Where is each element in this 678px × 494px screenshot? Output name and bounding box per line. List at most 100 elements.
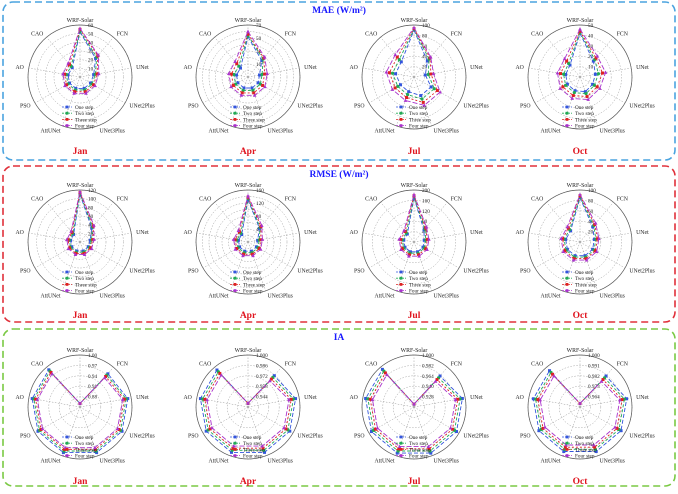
legend-entry: Two step [75,441,94,447]
spoke [579,241,626,269]
legend-marker [565,283,569,286]
legend-entry: One step [575,270,594,276]
spoke [362,232,415,243]
data-point [421,100,425,104]
axis-label: AttUNet [375,129,395,135]
tick-label: 200 [422,188,430,194]
data-point [233,59,237,63]
data-point [593,249,597,253]
legend-entry: Four step [409,454,429,460]
data-point [407,253,411,257]
tick-label: 120 [88,188,96,194]
legend-entry: Three step [75,117,97,123]
data-point [393,52,398,57]
series-line-two-step [563,31,599,95]
data-point [395,55,399,59]
series-line-three-step [400,194,428,256]
data-point [412,402,416,406]
data-point [419,94,423,98]
grid-ring [548,45,612,109]
data-point [258,247,263,251]
grid-ring [48,375,112,439]
legend-marker [65,283,69,286]
axis-label: WRF-Solar [235,18,262,24]
legend-entry: Three step [575,117,597,123]
axis-label: UNet [470,230,483,236]
axis-label: UNet [470,65,483,71]
axis-label: FCN [451,196,463,202]
data-point [78,26,82,30]
data-point [210,425,214,430]
data-point [625,397,629,401]
data-point [551,372,555,376]
data-point [226,71,231,76]
data-point [548,369,552,373]
series-line-four-step [557,28,607,100]
data-point [73,252,78,257]
data-point [246,29,250,33]
data-point [598,86,602,90]
data-point [259,238,263,242]
data-point [252,93,257,97]
data-point [368,397,372,401]
tick-label: 1.000 [422,353,434,359]
data-point [30,397,34,401]
data-point [427,237,431,241]
legend-marker [565,118,569,121]
data-point [257,247,261,250]
tick-label: 10 [88,66,94,72]
axis-label: AttUNet [41,294,61,300]
grid-ring [45,207,115,277]
tick-label: 50 [256,36,262,42]
data-point [593,445,597,449]
axis-label: UNet2Plus [629,104,655,110]
axis-label: UNet [136,395,149,401]
data-point [218,371,222,375]
axis-label: AttUNet [209,294,229,300]
series-line-three-step [64,28,99,93]
spoke [202,76,249,104]
grid-ring [221,50,275,104]
spoke [229,76,249,126]
axis-label: UNet2Plus [629,269,655,275]
grid-ring [382,375,446,439]
data-point [433,379,438,383]
axis-label: WRF-Solar [235,183,262,189]
data-point [70,66,74,70]
data-point [573,89,577,93]
data-point [394,72,398,76]
axis-label: UNet3Plus [99,129,125,135]
data-point [106,372,110,376]
month-label: Jul [408,477,421,487]
axis-label: PSO [354,434,365,440]
spoke [561,76,581,126]
month-label: Apr [240,311,257,321]
legend-entry: One step [409,270,428,276]
series-line-two-step [392,28,435,100]
spoke [561,241,581,291]
data-point [246,401,250,405]
axis-label: PSO [354,269,365,275]
data-point [64,237,69,242]
data-point [435,378,439,382]
month-label: Jul [408,147,421,157]
data-point [364,396,368,400]
tick-label: 20 [588,230,594,236]
series-line-one-step [565,32,596,93]
data-point [95,72,99,76]
data-point [561,249,566,254]
series-line-three-step [204,372,292,449]
legend-entry: Two step [409,276,428,282]
axis-label: PSO [20,104,31,110]
legend-entry: Four step [243,289,263,295]
axis-label: AttUNet [541,129,561,135]
data-point [615,426,619,430]
data-point [460,396,464,400]
tick-label: 0.94 [88,374,97,380]
axis-label: UNet3Plus [433,294,459,300]
series-line-two-step [33,370,127,452]
tick-label: 160 [256,188,264,194]
legend-marker [65,124,69,127]
data-point [246,32,250,36]
